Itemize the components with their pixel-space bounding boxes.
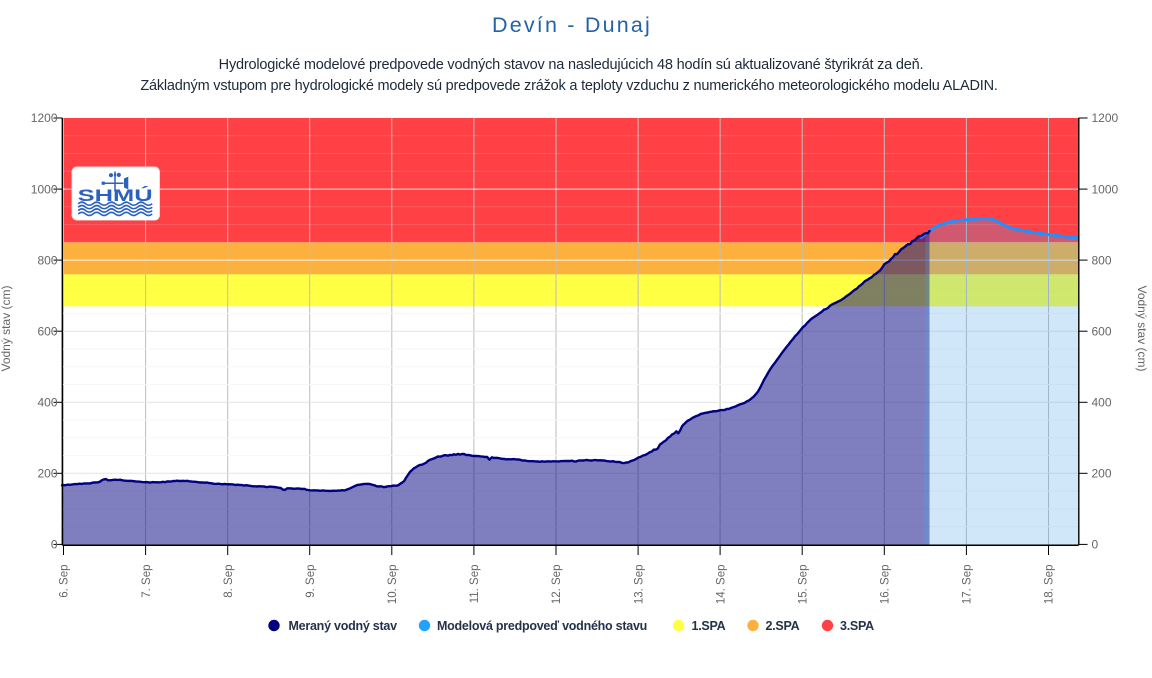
svg-text:2.SPA: 2.SPA: [766, 619, 800, 633]
svg-text:6. Sep: 6. Sep: [59, 565, 71, 598]
svg-text:1200: 1200: [1092, 111, 1119, 125]
svg-text:14. Sep: 14. Sep: [715, 565, 727, 605]
svg-text:16. Sep: 16. Sep: [880, 565, 892, 605]
svg-text:0: 0: [1092, 538, 1099, 552]
svg-text:200: 200: [37, 467, 57, 481]
svg-text:1000: 1000: [31, 182, 58, 196]
svg-text:15. Sep: 15. Sep: [797, 565, 809, 605]
svg-text:18. Sep: 18. Sep: [1044, 565, 1056, 605]
svg-text:12. Sep: 12. Sep: [551, 565, 563, 605]
svg-text:7. Sep: 7. Sep: [141, 565, 153, 598]
svg-text:17. Sep: 17. Sep: [962, 565, 974, 605]
svg-text:800: 800: [1092, 253, 1112, 267]
svg-text:Hydrologické modelové predpove: Hydrologické modelové predpovede vodných…: [219, 57, 924, 73]
svg-text:600: 600: [1092, 324, 1112, 338]
svg-text:800: 800: [37, 253, 57, 267]
svg-text:11. Sep: 11. Sep: [469, 565, 481, 604]
svg-text:Základným vstupom pre hydrolog: Základným vstupom pre hydrologické model…: [140, 78, 997, 94]
svg-text:200: 200: [1092, 467, 1112, 481]
svg-text:600: 600: [37, 324, 57, 338]
svg-text:Meraný vodný stav: Meraný vodný stav: [289, 619, 398, 633]
svg-text:Vodný stav (cm): Vodný stav (cm): [0, 285, 13, 371]
svg-text:3.SPA: 3.SPA: [840, 619, 874, 633]
svg-text:9. Sep: 9. Sep: [305, 565, 317, 598]
svg-text:400: 400: [37, 396, 57, 410]
svg-text:Vodný stav (cm): Vodný stav (cm): [1135, 285, 1149, 371]
svg-text:1000: 1000: [1092, 182, 1119, 196]
svg-text:400: 400: [1092, 396, 1112, 410]
svg-text:SHMÚ: SHMÚ: [78, 186, 153, 205]
svg-text:10. Sep: 10. Sep: [387, 565, 399, 605]
svg-text:1200: 1200: [31, 111, 58, 125]
svg-text:Modelová predpoveď vodného sta: Modelová predpoveď vodného stavu: [437, 619, 647, 633]
svg-text:13. Sep: 13. Sep: [633, 565, 645, 605]
svg-text:Devín - Dunaj: Devín - Dunaj: [492, 13, 652, 37]
svg-text:0: 0: [51, 538, 58, 552]
svg-text:1.SPA: 1.SPA: [692, 619, 726, 633]
svg-text:8. Sep: 8. Sep: [223, 565, 235, 598]
